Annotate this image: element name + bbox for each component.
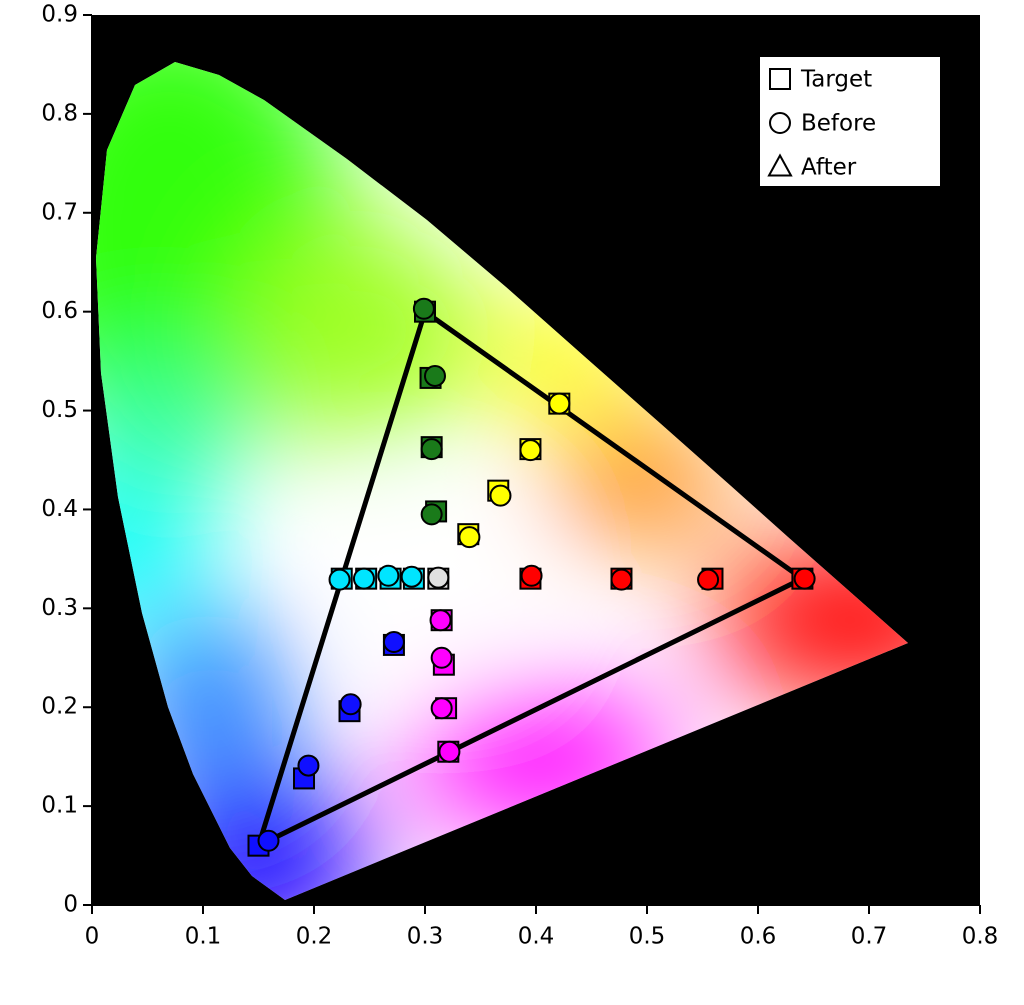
legend-marker [769,112,791,134]
x-tick-label: 0.6 [740,924,777,950]
x-tick-label: 0.2 [296,924,333,950]
point [420,438,443,461]
y-tick-label: 0.3 [41,595,78,621]
point [458,526,481,549]
point [257,829,280,852]
point [438,740,461,763]
point [430,697,453,720]
legend-label: Target [800,67,872,93]
x-tick-label: 0 [85,924,100,950]
point [412,297,435,320]
point [382,630,405,653]
point [610,568,633,591]
legend-label: After [801,155,857,181]
x-tick-label: 0.7 [851,924,888,950]
legend-marker [767,153,793,177]
x-tick-label: 0.3 [407,924,444,950]
point [429,609,452,632]
point [400,565,423,588]
point [297,754,320,777]
point [548,392,571,415]
legend: Target Before After [760,57,940,186]
point [697,568,720,591]
point [423,364,446,387]
point [427,566,450,589]
point [430,646,453,669]
point [339,693,362,716]
y-tick-label: 0.7 [41,199,78,225]
x-tick-label: 0.4 [518,924,555,950]
point [420,503,443,526]
y-tick-label: 0.8 [41,100,78,126]
point [520,564,543,587]
y-tick-label: 0 [63,892,78,918]
point [377,564,400,587]
point [489,484,512,507]
point [519,439,542,462]
y-tick-label: 0.5 [41,397,78,423]
legend-marker [769,68,791,90]
x-tick-label: 0.1 [185,924,222,950]
point [328,568,351,591]
x-tick-label: 0.5 [629,924,666,950]
y-tick-label: 0.2 [41,694,78,720]
point [793,567,816,590]
legend-label: Before [801,111,876,137]
y-tick-label: 0.4 [41,496,78,522]
y-tick-label: 0.9 [41,2,78,28]
y-tick-label: 0.1 [41,793,78,819]
y-tick-label: 0.6 [41,298,78,324]
x-tick-label: 0.8 [962,924,999,950]
point [352,567,375,590]
